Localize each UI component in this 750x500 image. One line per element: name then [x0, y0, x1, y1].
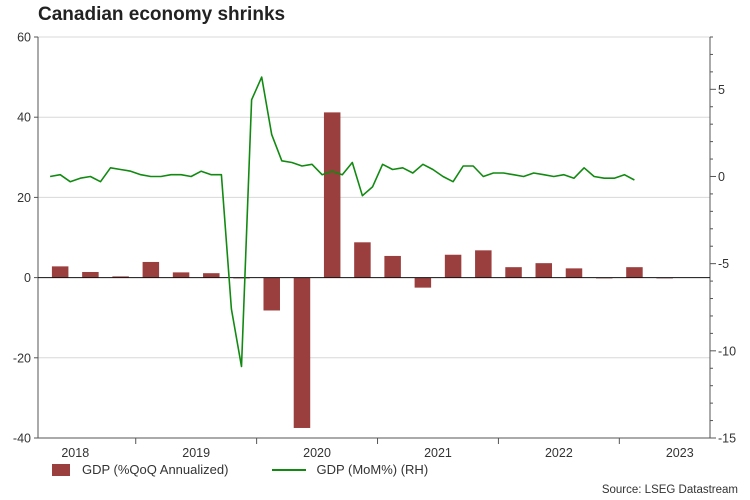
legend-label-line: GDP (MoM%) (RH): [316, 462, 429, 477]
bar: [293, 277, 311, 428]
bar: [384, 255, 401, 278]
bar: [414, 277, 432, 288]
bar: [82, 271, 99, 278]
left-tick-label: 40: [17, 111, 31, 125]
legend: GDP (%QoQ Annualized) GDP (MoM%) (RH): [52, 462, 472, 477]
line-series: [49, 76, 635, 368]
bar: [535, 263, 553, 278]
left-tick-label: -20: [13, 351, 31, 365]
gridlines: [38, 36, 710, 439]
bar: [323, 112, 341, 278]
year-label: 2018: [61, 446, 89, 460]
right-tick-label: -5: [718, 257, 729, 271]
bar: [203, 273, 220, 278]
gdp-mom-line: [49, 76, 635, 368]
right-tick-label: 0: [718, 170, 725, 184]
year-label: 2023: [666, 446, 694, 460]
legend-item-line[interactable]: GDP (MoM%) (RH): [272, 462, 428, 477]
axes: [34, 36, 716, 444]
right-tick-label: -10: [718, 344, 736, 358]
tick-labels: -40 -20 0 20 40 60 -15 -10 -5 0 5 2018 2019 2020 2021 2…: [13, 31, 736, 461]
bar: [354, 242, 371, 278]
right-tick-label: -15: [718, 432, 736, 446]
bar: [263, 277, 280, 311]
right-tick-label: 5: [718, 83, 725, 97]
bar: [112, 276, 129, 278]
bar: [51, 266, 69, 278]
left-tick-label: 20: [17, 191, 31, 205]
legend-item-bars[interactable]: GDP (%QoQ Annualized): [52, 462, 228, 477]
year-label: 2021: [424, 446, 452, 460]
left-tick-label: 0: [24, 271, 31, 285]
bar: [172, 272, 190, 278]
year-label: 2020: [303, 446, 331, 460]
bar: [444, 254, 462, 278]
left-tick-label: 60: [17, 31, 31, 45]
legend-swatch-bars: [52, 463, 70, 476]
left-tick-label: -40: [13, 432, 31, 446]
chart-title: Canadian economy shrinks: [38, 4, 286, 25]
bar: [142, 261, 160, 278]
bar: [626, 267, 643, 278]
bar-series: [51, 112, 673, 428]
bar: [565, 268, 583, 278]
legend-swatch-line: [272, 468, 307, 471]
year-label: 2019: [182, 446, 210, 460]
legend-label-bars: GDP (%QoQ Annualized): [82, 462, 229, 477]
bar: [475, 250, 492, 278]
bar: [505, 267, 522, 278]
source-note: Source: LSEG Datastream: [601, 484, 738, 496]
year-label: 2022: [545, 446, 573, 460]
